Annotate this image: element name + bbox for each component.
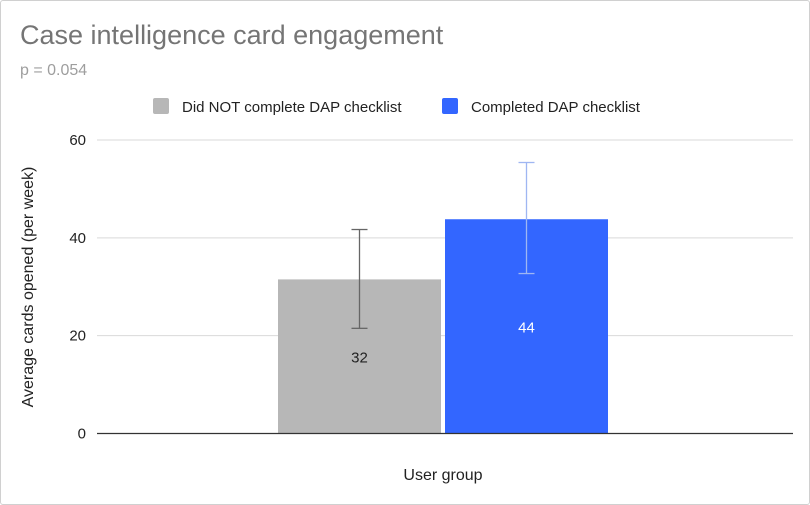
chart-subtitle: p = 0.054 (20, 62, 88, 79)
data-labels: 32 44 (351, 319, 535, 366)
bars (278, 219, 608, 434)
y-tick-label: 0 (78, 426, 86, 443)
x-axis-label: User group (403, 467, 482, 484)
bar-data-label: 32 (351, 349, 368, 366)
bar-data-label: 44 (518, 319, 535, 336)
error-bars (351, 161, 535, 329)
legend-swatch (442, 98, 458, 114)
legend-label: Did NOT complete DAP checklist (182, 99, 402, 116)
legend-label: Completed DAP checklist (471, 99, 641, 116)
y-tick-label: 60 (69, 132, 86, 149)
y-axis-label: Average cards opened (per week) (20, 167, 37, 408)
y-tick-label: 40 (69, 230, 86, 247)
legend: Did NOT complete DAP checklist Completed … (153, 98, 641, 116)
y-axis-ticks: 0 20 40 60 (69, 132, 86, 443)
chart-title: Case intelligence card engagement (20, 20, 444, 50)
y-tick-label: 20 (69, 328, 86, 345)
legend-swatch (153, 98, 169, 114)
